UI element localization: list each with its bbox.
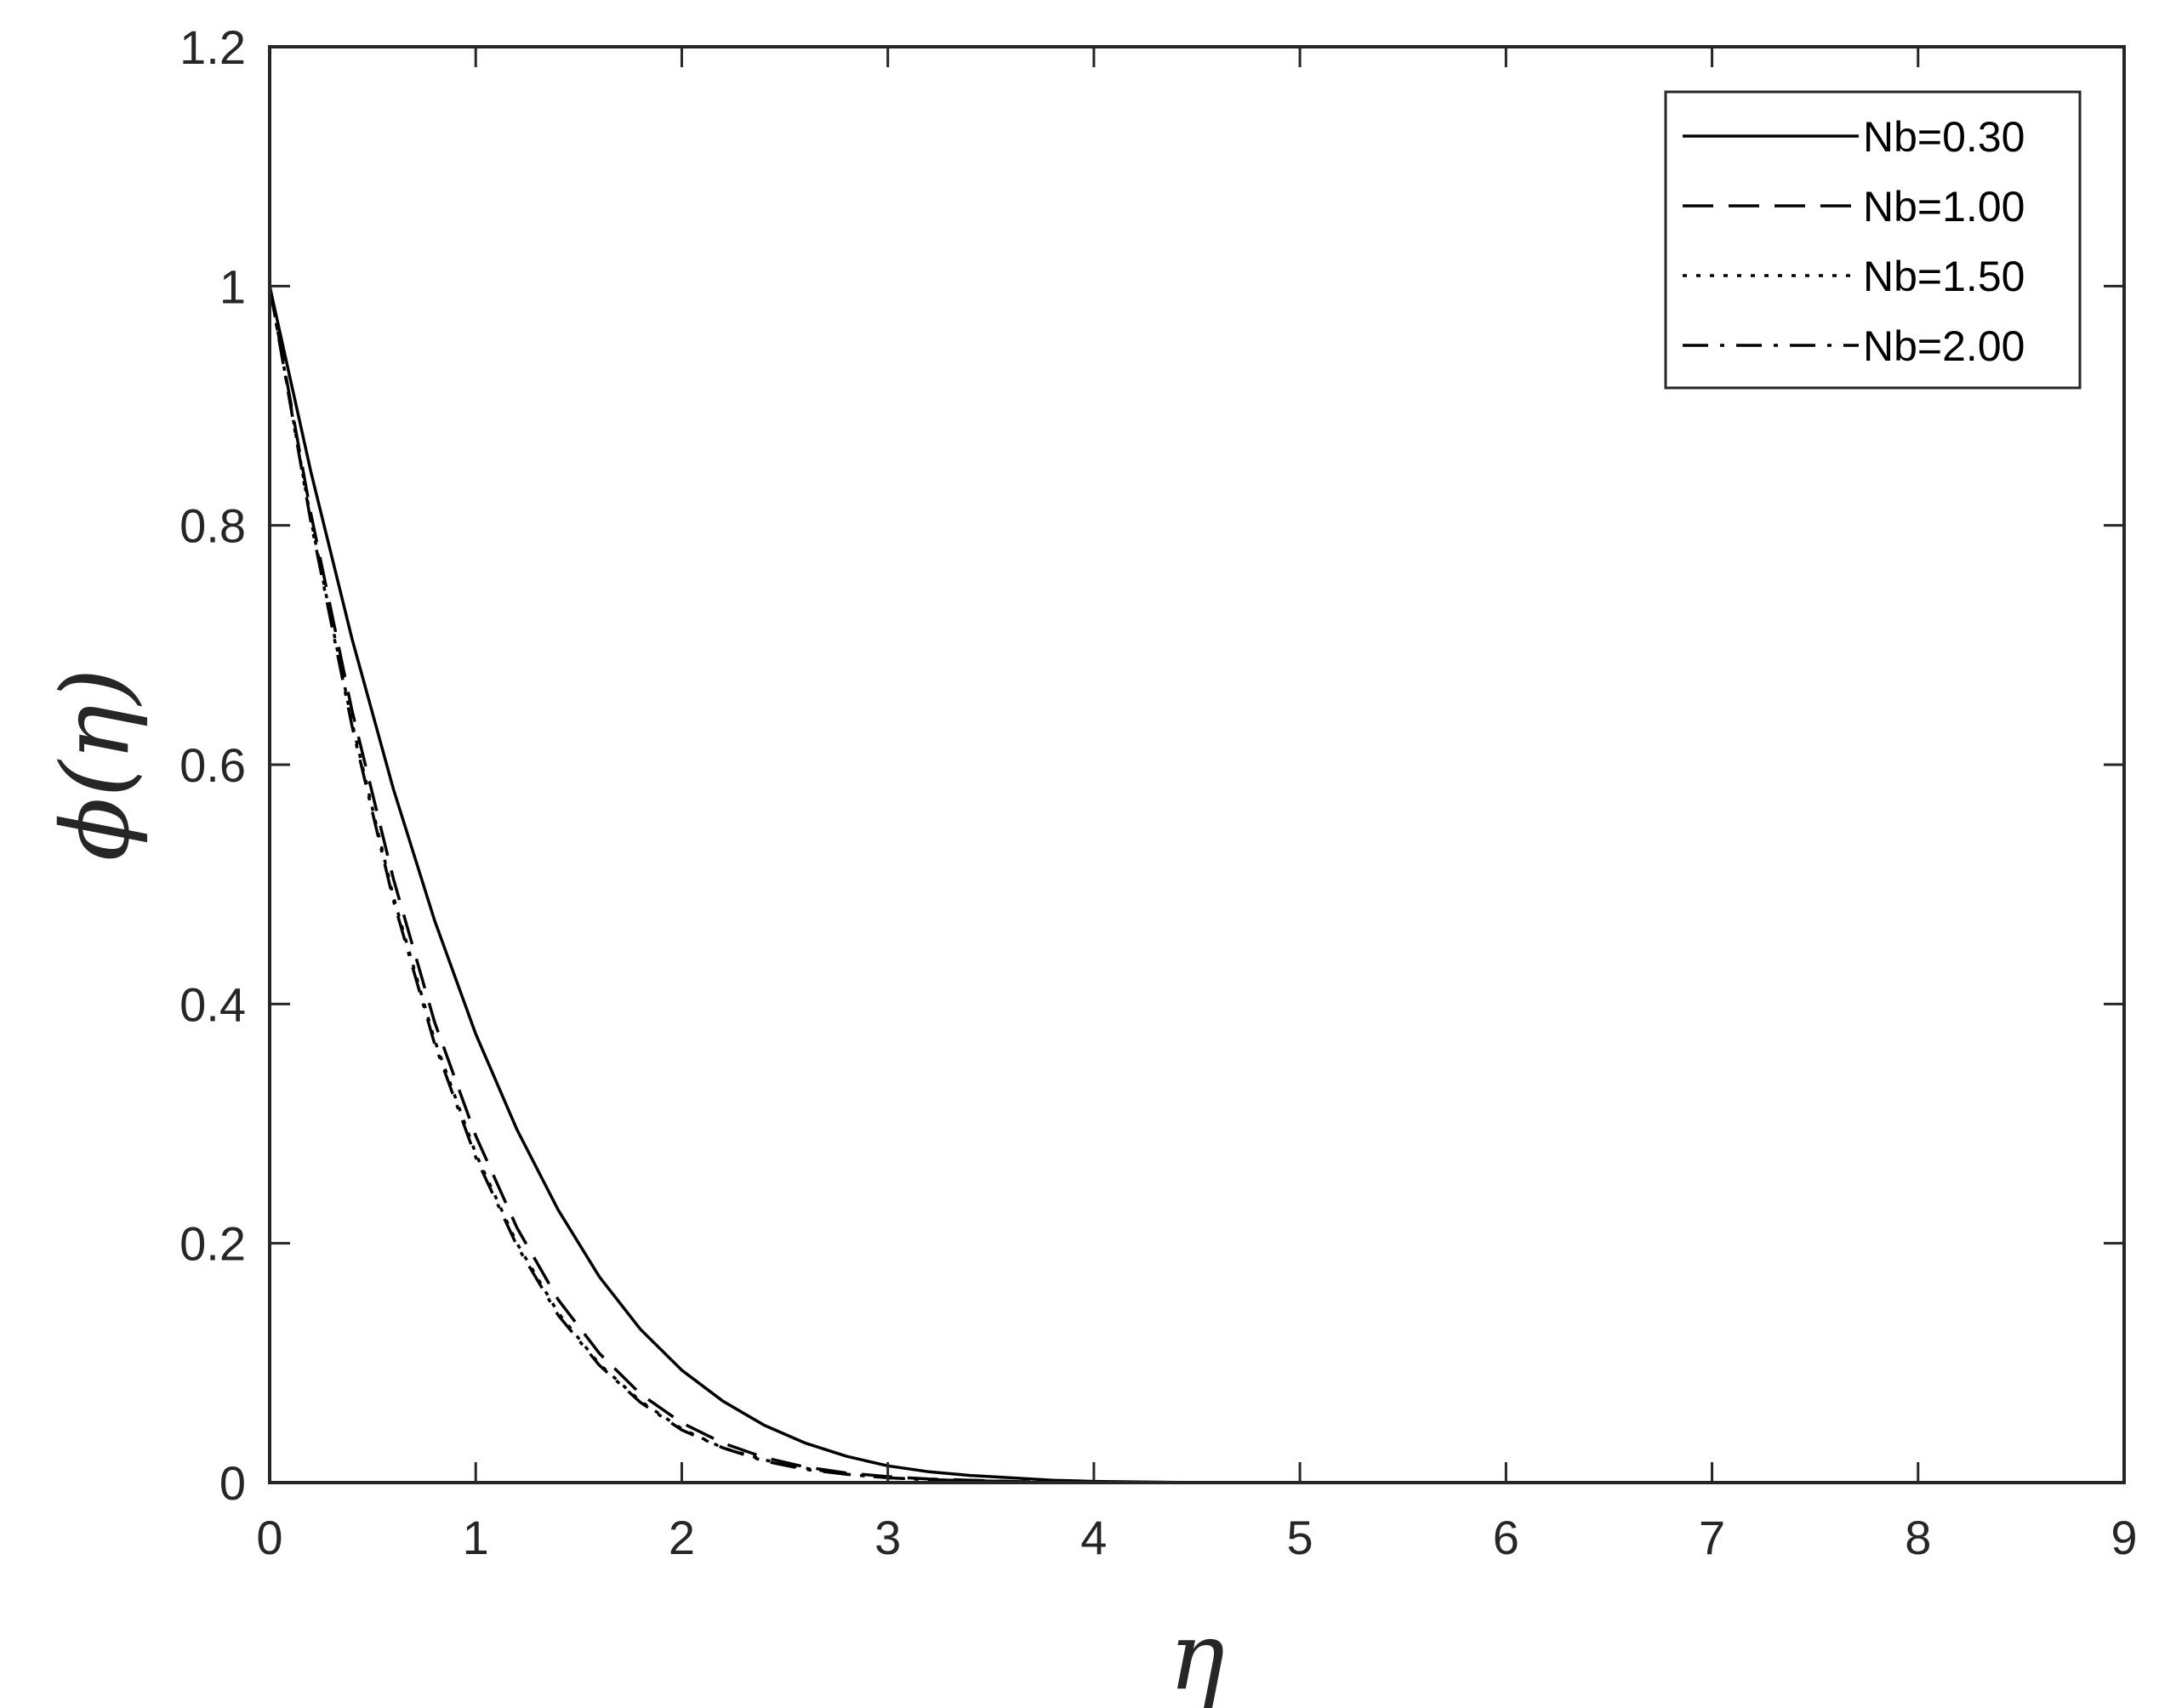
x-tick-label: 5 [1287,1511,1313,1564]
x-axis-label: η [1169,1602,1225,1708]
series-line-2 [268,285,2124,1484]
y-tick-label: 0.6 [179,738,246,792]
x-tick-label: 3 [874,1511,901,1564]
x-tick-label: 1 [463,1511,489,1564]
y-tick-label: 1 [219,259,246,313]
legend-label-1: Nb=0.30 [1863,113,2025,161]
x-tick-label: 8 [1905,1511,1931,1564]
y-tick-label: 0.4 [179,977,246,1031]
y-tick-label: 1.2 [179,20,246,74]
x-tick-label: 2 [669,1511,695,1564]
x-tick-label: 4 [1080,1511,1107,1564]
y-axis-label: ϕ(η) [41,669,150,862]
legend-label-3: Nb=1.50 [1863,253,2025,300]
legend: Nb=0.30 Nb=1.00 Nb=1.50 Nb=2.00 [1664,90,2082,390]
x-tick-label: 0 [256,1511,282,1564]
legend-label-4: Nb=2.00 [1863,322,2025,370]
legend-label-2: Nb=1.00 [1863,183,2025,231]
y-tick-label: 0 [219,1456,246,1510]
y-tick-label: 0.8 [179,499,246,553]
axis-ticks: 0 1 2 3 4 5 6 7 8 9 0 0.2 0.4 0.6 0.8 1 1.2 [179,20,2137,1564]
x-tick-label: 7 [1699,1511,1725,1564]
y-tick-label: 0.2 [179,1217,246,1271]
x-tick-label: 6 [1493,1511,1519,1564]
x-tick-label: 9 [2111,1511,2137,1564]
legend-box [1664,90,2082,390]
